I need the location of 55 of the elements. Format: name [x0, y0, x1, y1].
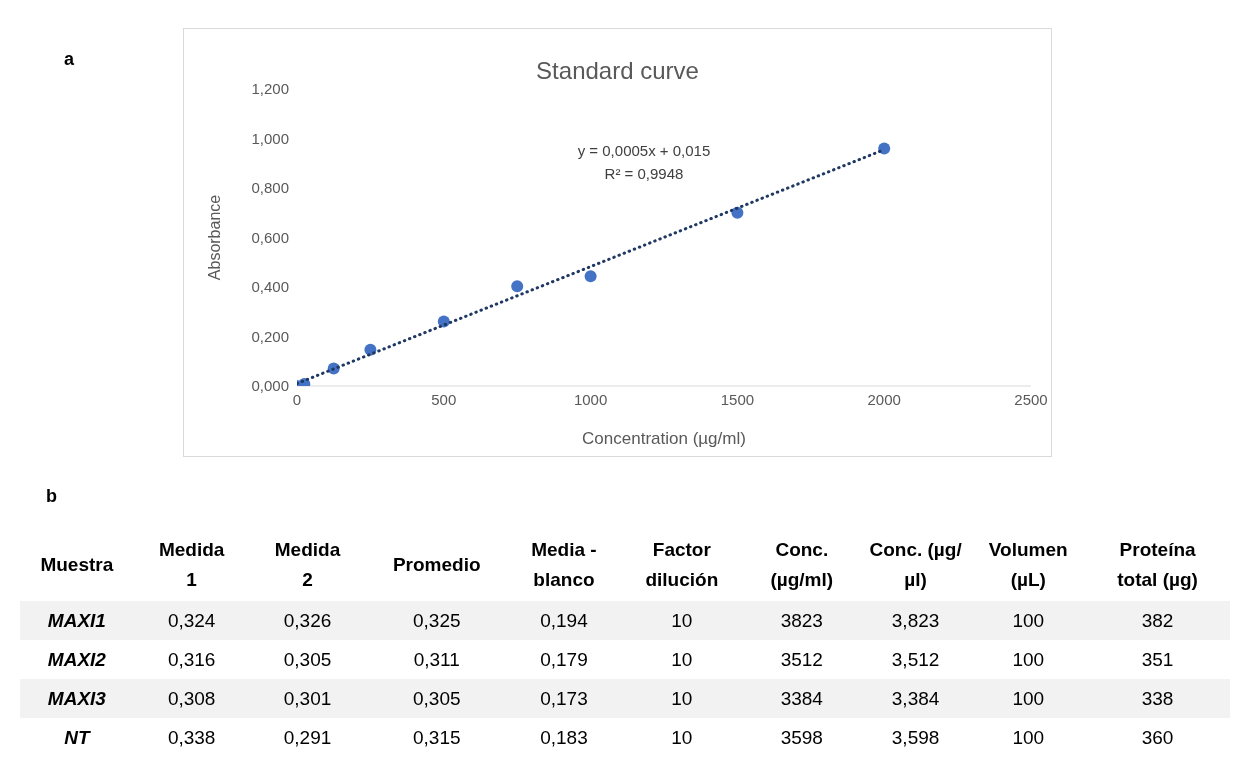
x-axis-title: Concentration (µg/ml) — [582, 429, 746, 448]
category-label: NT — [64, 726, 90, 748]
text: 3512 — [780, 648, 823, 670]
category-label: Media - blanco — [530, 538, 598, 592]
text: 10 — [671, 648, 693, 670]
text: 360 — [1141, 726, 1174, 748]
x-tick-label: 2000 — [867, 390, 901, 408]
text: 10 — [671, 726, 693, 748]
text: 0,315 — [412, 726, 461, 748]
text: 100 — [1012, 726, 1045, 748]
text: 0,338 — [167, 726, 216, 748]
chart-title: Standard curve — [536, 57, 699, 84]
text: a — [64, 49, 75, 70]
x-tick-label: 1500 — [720, 390, 755, 408]
x-tick-label: 500 — [431, 390, 457, 408]
text: 0,316 — [167, 648, 216, 670]
text: b — [46, 486, 58, 507]
text: 3,598 — [891, 726, 940, 748]
category-label: Conc. (µg/ml) — [769, 538, 835, 592]
text: 3,512 — [891, 648, 940, 670]
text: 0,311 — [413, 648, 460, 670]
y-tick-label: 0,200 — [251, 327, 289, 345]
y-tick-label: 0,400 — [251, 278, 289, 296]
text: 0,305 — [283, 648, 332, 670]
text: 0,179 — [540, 648, 588, 670]
x-tick-label: 0 — [292, 390, 302, 408]
shaded-row: MAXI3 0,308 0,301 0,305 0,173 10 3384 3,384 100 338 — [20, 679, 1230, 718]
text: Muestra — [39, 553, 115, 577]
y-tick-label: 0,600 — [251, 228, 289, 246]
category-label: Medida 1 — [157, 538, 226, 592]
y-tick-label: 1,000 — [251, 129, 289, 147]
text: 0,183 — [540, 726, 588, 748]
annotation: y = 0,0005x + 0,015 — [576, 141, 712, 161]
point — [584, 270, 597, 283]
text: 100 — [1012, 648, 1045, 670]
category-label: Conc. (µg/µl) — [868, 538, 963, 592]
x-tick-label: 1000 — [573, 390, 608, 408]
y-tick-label: 0,800 — [251, 179, 289, 197]
shaded-row: MAXI1 0,324 0,326 0,325 0,194 10 3823 3,823 100 382 — [20, 601, 1230, 640]
category-label: Proteína total (µg) — [1116, 538, 1199, 592]
y-tick-label: 0,000 — [251, 377, 289, 395]
category-label: Factor dilución — [644, 538, 720, 592]
text: 3598 — [780, 726, 823, 748]
y-axis-title: Absorbance — [205, 194, 223, 281]
text: 351 — [1141, 648, 1174, 670]
category-label: Volumen (µL) — [987, 538, 1069, 592]
category-label: MAXI2 — [47, 648, 106, 670]
y-tick-label: 1,200 — [251, 80, 289, 98]
text: 0,291 — [283, 726, 332, 748]
category-label: Medida 2 — [273, 538, 342, 592]
point — [511, 280, 524, 293]
point — [878, 142, 891, 155]
category-label: Promedio — [391, 553, 482, 577]
annotation: R² = 0,9948 — [603, 164, 685, 184]
x-tick-label: 2500 — [1014, 390, 1048, 408]
